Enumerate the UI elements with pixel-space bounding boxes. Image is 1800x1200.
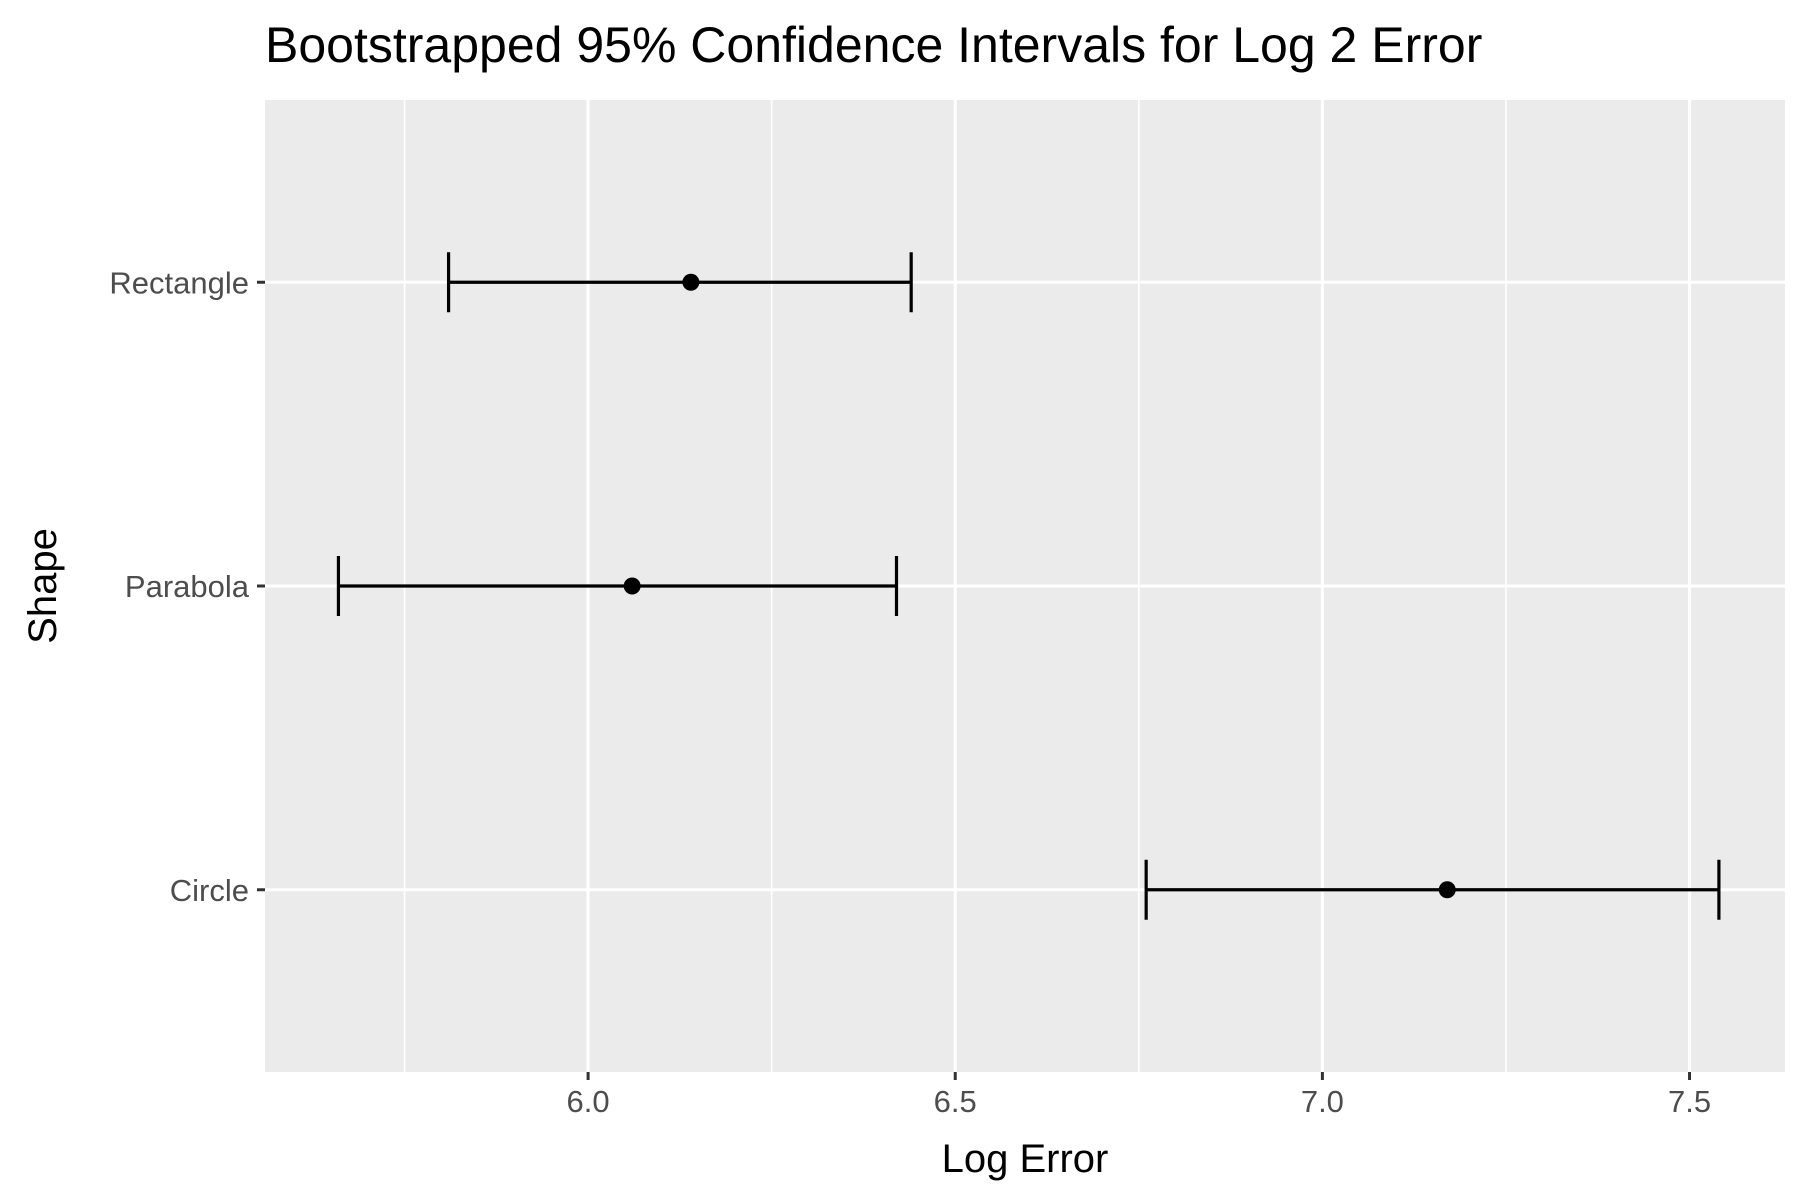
chart-title: Bootstrapped 95% Confidence Intervals fo… — [265, 17, 1482, 73]
y-axis: Rectangle Parabola Circle — [109, 265, 265, 908]
y-tick-label: Parabola — [125, 569, 250, 604]
data-marks — [336, 252, 1721, 920]
y-axis-title: Shape — [21, 528, 65, 644]
x-tick-label: 7.0 — [1301, 1084, 1344, 1119]
x-tick-label: 6.0 — [567, 1084, 610, 1119]
point-estimate — [623, 577, 641, 595]
point-estimate — [1438, 881, 1456, 899]
x-tick-label: 6.5 — [934, 1084, 977, 1119]
y-tick-label: Rectangle — [109, 265, 249, 300]
x-tick-label: 7.5 — [1668, 1084, 1711, 1119]
x-axis-title: Log Error — [942, 1137, 1109, 1181]
y-tick-label: Circle — [170, 873, 249, 908]
point-estimate — [682, 273, 700, 291]
x-axis: 6.0 6.5 7.0 7.5 — [567, 1072, 1711, 1119]
